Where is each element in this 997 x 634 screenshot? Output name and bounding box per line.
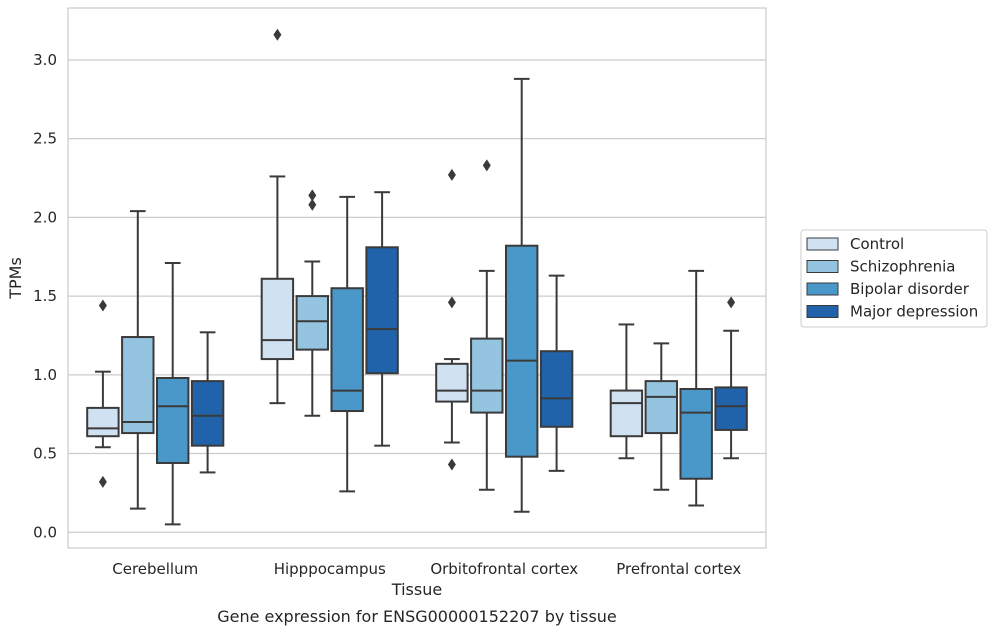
box-0-0 bbox=[86, 299, 120, 488]
box-body bbox=[190, 380, 225, 447]
y-tick-label: 1.0 bbox=[33, 366, 57, 384]
x-tick-label: Cerebellum bbox=[112, 560, 198, 578]
y-tick-labels: 0.0 0.5 1.0 1.5 2.0 2.5 3.0 bbox=[33, 51, 57, 541]
plot-frame bbox=[67, 7, 767, 549]
box-body bbox=[365, 246, 399, 375]
legend: Control Schizophrenia Bipolar disorder Majo… bbox=[800, 229, 988, 328]
boxes bbox=[86, 28, 748, 526]
box-0-3 bbox=[190, 331, 225, 474]
box-0-1 bbox=[121, 210, 155, 510]
legend-label: Bipolar disorder bbox=[850, 280, 970, 298]
box-body bbox=[539, 350, 574, 428]
box-1-3 bbox=[365, 191, 399, 447]
chart-caption: Gene expression for ENSG00000152207 by t… bbox=[217, 607, 617, 626]
box-body bbox=[609, 389, 644, 438]
legend-label: Control bbox=[850, 235, 904, 253]
box-body bbox=[679, 387, 713, 480]
y-tick-label: 2.5 bbox=[33, 130, 57, 148]
box-2-2 bbox=[504, 77, 539, 513]
y-tick-label: 1.5 bbox=[33, 287, 57, 305]
outlier-point bbox=[447, 458, 456, 471]
box-2-3 bbox=[539, 274, 574, 472]
box-body bbox=[295, 295, 330, 351]
box-3-1 bbox=[644, 342, 679, 491]
legend-swatch bbox=[806, 305, 839, 318]
box-body bbox=[260, 277, 295, 361]
box-3-2 bbox=[679, 269, 713, 507]
legend-label: Schizophrenia bbox=[850, 258, 955, 276]
outlier-point bbox=[273, 28, 282, 41]
box-1-2 bbox=[330, 195, 364, 493]
y-axis-label: TPMs bbox=[6, 257, 25, 300]
box-3-3 bbox=[714, 296, 748, 460]
outlier-point bbox=[447, 168, 456, 181]
box-2-1 bbox=[470, 159, 504, 491]
box-body bbox=[121, 336, 155, 435]
x-tick-labels: Cerebellum Hipppocampus Orbitofrontal cort… bbox=[112, 560, 741, 578]
box-body bbox=[330, 287, 364, 413]
box-body bbox=[155, 376, 190, 464]
box-body bbox=[644, 380, 679, 435]
y-tick-label: 2.0 bbox=[33, 208, 57, 226]
box-body bbox=[504, 244, 539, 458]
outlier-point bbox=[98, 475, 107, 488]
y-tick-label: 3.0 bbox=[33, 51, 57, 69]
box-3-0 bbox=[609, 323, 644, 460]
box-body bbox=[470, 337, 504, 414]
x-tick-label: Hipppocampus bbox=[274, 560, 386, 578]
box-1-1 bbox=[295, 189, 330, 417]
y-tick-label: 0.5 bbox=[33, 445, 57, 463]
outlier-point bbox=[482, 159, 491, 172]
x-tick-label: Orbitofrontal cortex bbox=[430, 560, 578, 578]
outlier-point bbox=[447, 296, 456, 309]
x-axis-label: Tissue bbox=[391, 580, 442, 599]
legend-label: Major depression bbox=[850, 303, 978, 321]
box-2-0 bbox=[435, 168, 469, 471]
legend-swatch bbox=[806, 282, 839, 296]
box-1-0 bbox=[260, 28, 295, 405]
y-tick-label: 0.0 bbox=[33, 523, 57, 541]
legend-items: Control Schizophrenia Bipolar disorder Majo… bbox=[806, 235, 978, 321]
legend-frame bbox=[800, 229, 988, 328]
legend-swatch bbox=[806, 237, 839, 251]
box-body bbox=[435, 362, 469, 403]
x-tick-label: Prefrontal cortex bbox=[616, 560, 741, 578]
legend-swatch bbox=[806, 260, 839, 273]
outlier-point bbox=[727, 296, 736, 309]
outlier-point bbox=[308, 189, 317, 202]
outlier-point bbox=[308, 198, 317, 211]
box-body bbox=[714, 386, 748, 431]
outlier-point bbox=[98, 299, 107, 312]
box-0-2 bbox=[155, 262, 190, 526]
box-body bbox=[86, 406, 120, 438]
